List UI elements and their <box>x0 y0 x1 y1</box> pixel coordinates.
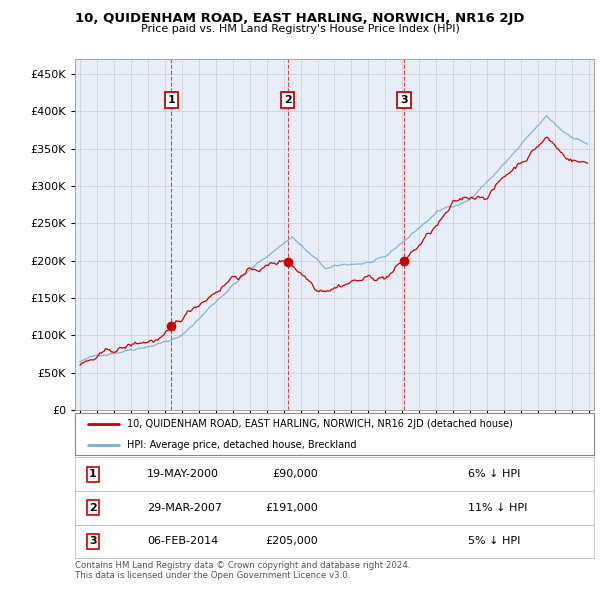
Text: 3: 3 <box>89 536 97 546</box>
Text: 1: 1 <box>89 469 97 479</box>
Text: £205,000: £205,000 <box>265 536 318 546</box>
Text: 29-MAR-2007: 29-MAR-2007 <box>147 503 222 513</box>
Text: £191,000: £191,000 <box>265 503 318 513</box>
Text: HPI: Average price, detached house, Breckland: HPI: Average price, detached house, Brec… <box>127 440 356 450</box>
Text: 5% ↓ HPI: 5% ↓ HPI <box>468 536 520 546</box>
Text: 3: 3 <box>400 95 408 105</box>
Text: 11% ↓ HPI: 11% ↓ HPI <box>468 503 527 513</box>
Text: Price paid vs. HM Land Registry's House Price Index (HPI): Price paid vs. HM Land Registry's House … <box>140 24 460 34</box>
Text: 1: 1 <box>167 95 175 105</box>
Text: 2: 2 <box>89 503 97 513</box>
Text: Contains HM Land Registry data © Crown copyright and database right 2024.
This d: Contains HM Land Registry data © Crown c… <box>75 561 410 581</box>
Text: 2: 2 <box>284 95 292 105</box>
Text: 10, QUIDENHAM ROAD, EAST HARLING, NORWICH, NR16 2JD: 10, QUIDENHAM ROAD, EAST HARLING, NORWIC… <box>75 12 525 25</box>
Text: £90,000: £90,000 <box>272 469 318 479</box>
Text: 10, QUIDENHAM ROAD, EAST HARLING, NORWICH, NR16 2JD (detached house): 10, QUIDENHAM ROAD, EAST HARLING, NORWIC… <box>127 419 513 428</box>
Text: 6% ↓ HPI: 6% ↓ HPI <box>468 469 520 479</box>
Text: 19-MAY-2000: 19-MAY-2000 <box>147 469 219 479</box>
Text: 06-FEB-2014: 06-FEB-2014 <box>147 536 218 546</box>
